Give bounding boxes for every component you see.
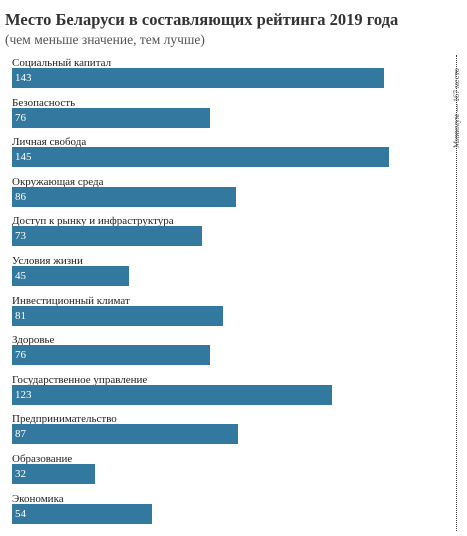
bar-value-label: 123 [15, 388, 32, 401]
bar [12, 266, 129, 286]
chart-subtitle: (чем меньше значение, тем лучше) [5, 32, 205, 47]
bar-value-label: 54 [15, 507, 26, 520]
bar-value-label: 32 [15, 468, 26, 480]
category-label: Окружающая среда [12, 175, 104, 188]
bar [12, 345, 210, 366]
bar [12, 107, 210, 128]
bar-value-label: 73 [15, 230, 26, 243]
bar [12, 503, 153, 524]
bar-value-label: 87 [15, 428, 26, 441]
category-label: Личная свобода [12, 136, 87, 149]
max-rank-label: Минимум — 167 место [452, 68, 461, 148]
category-label: Инвестиционный климат [12, 294, 130, 307]
category-label: Образование [12, 453, 73, 465]
bar [12, 68, 384, 88]
bar [12, 186, 236, 207]
chart-title: Место Беларуси в составляющих рейтинга 2… [5, 10, 399, 29]
bar-value-label: 145 [15, 151, 32, 164]
bar-value-label: 143 [15, 72, 32, 84]
category-label: Предпринимательство [12, 413, 117, 426]
bar [12, 464, 96, 484]
category-label: Доступ к рынку и инфраструктура [12, 215, 174, 228]
category-label: Государственное управление [12, 373, 148, 386]
bar-value-label: 76 [15, 349, 26, 362]
category-label: Социальный капитал [12, 57, 112, 69]
bar-value-label: 45 [15, 270, 26, 282]
category-label: Экономика [12, 492, 64, 505]
bar-value-label: 86 [15, 190, 26, 203]
category-label: Здоровье [12, 334, 55, 347]
bar [12, 424, 239, 445]
bar [12, 305, 223, 326]
bar-value-label: 81 [15, 309, 26, 322]
bar [12, 226, 202, 247]
bar-value-label: 76 [15, 111, 26, 124]
bar [12, 147, 389, 168]
bar [12, 384, 332, 405]
category-label: Безопасность [12, 96, 76, 109]
category-label: Условия жизни [12, 255, 83, 267]
max-rank-line [456, 55, 457, 531]
